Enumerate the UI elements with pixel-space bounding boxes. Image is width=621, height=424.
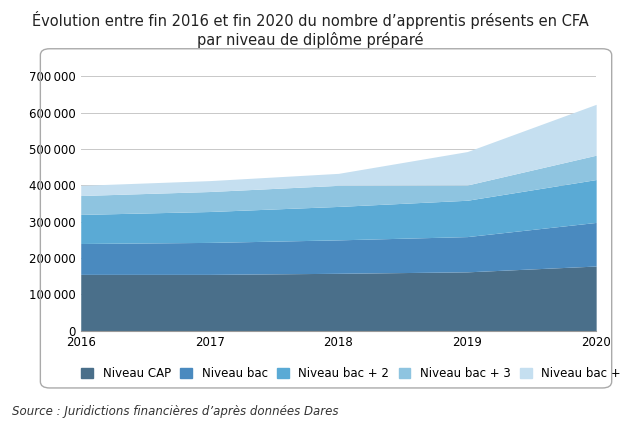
Text: Évolution entre fin 2016 et fin 2020 du nombre d’apprentis présents en CFA: Évolution entre fin 2016 et fin 2020 du … [32, 11, 589, 28]
Legend: Niveau CAP, Niveau bac, Niveau bac + 2, Niveau bac + 3, Niveau bac + 5: Niveau CAP, Niveau bac, Niveau bac + 2, … [81, 367, 621, 380]
Text: Source : Juridictions financières d’après données Dares: Source : Juridictions financières d’aprè… [12, 404, 339, 418]
Text: par niveau de diplôme préparé: par niveau de diplôme préparé [197, 32, 424, 48]
